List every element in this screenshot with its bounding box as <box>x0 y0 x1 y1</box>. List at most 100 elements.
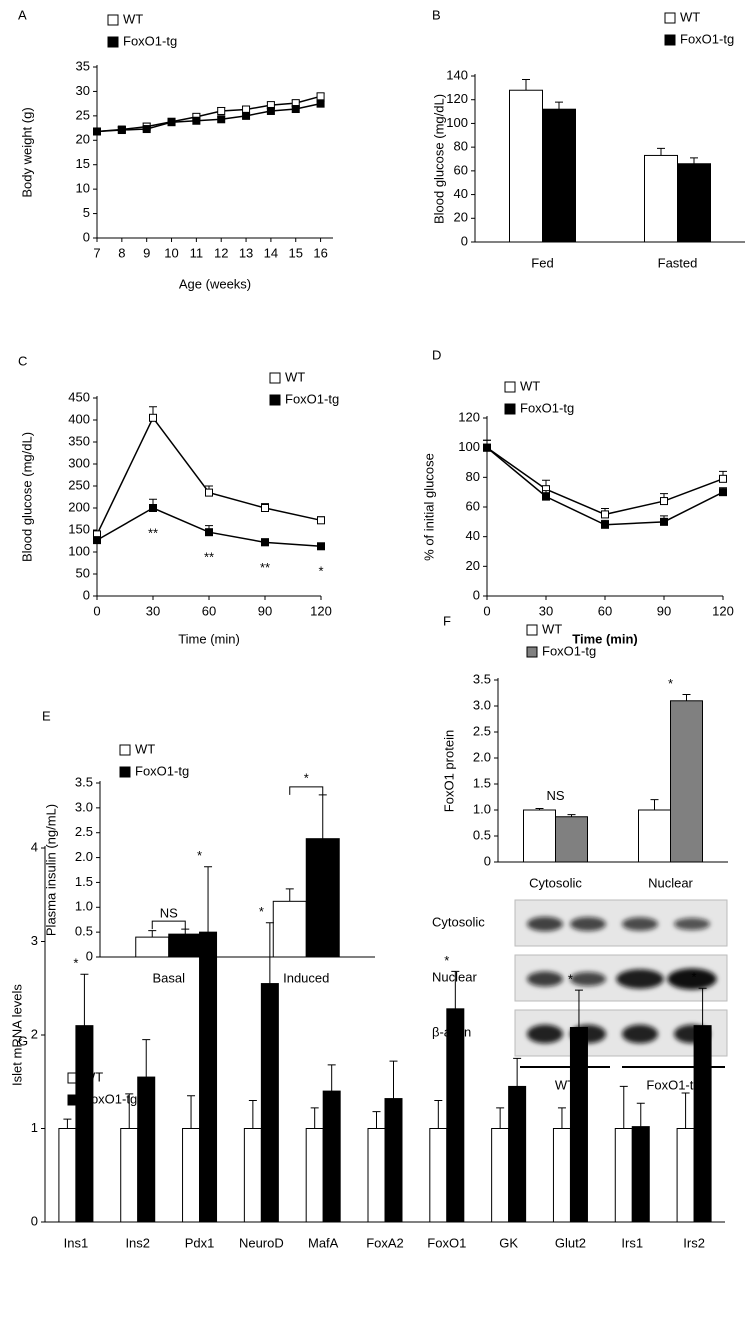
y-tick-label: 60 <box>454 162 468 177</box>
legend-label: WT <box>542 621 562 636</box>
series-line <box>96 95 321 133</box>
blot-row-label: Nuclear <box>432 969 477 984</box>
error-bar <box>636 1102 645 1127</box>
bar <box>137 1076 156 1223</box>
marker <box>317 516 325 525</box>
blot-band <box>570 917 606 931</box>
y-tick-label: 2.5 <box>473 723 491 738</box>
x-tick-label: NeuroD <box>239 1235 284 1250</box>
legend-label: WT <box>285 369 305 384</box>
legend-key <box>526 624 538 636</box>
bar <box>58 1128 77 1223</box>
error-bar <box>690 157 698 164</box>
annotation: NS <box>160 906 178 921</box>
x-tick-label: 8 <box>118 245 125 260</box>
blot-band <box>622 1024 658 1044</box>
annotation: * <box>73 956 78 971</box>
x-axis-label: Age (weeks) <box>179 276 251 291</box>
marker <box>719 488 727 497</box>
x-tick-label: 16 <box>313 245 327 260</box>
bar <box>305 838 340 958</box>
y-tick-label: 0.5 <box>473 827 491 842</box>
x-tick-label: MafA <box>308 1235 339 1250</box>
x-tick-label: 60 <box>598 603 612 618</box>
marker <box>217 106 226 115</box>
error-bar <box>434 1099 443 1129</box>
y-tick-label: 1.0 <box>473 801 491 816</box>
y-tick-label: 1 <box>31 1120 38 1135</box>
error-bar <box>181 928 190 935</box>
panel-label: C <box>18 353 27 368</box>
y-tick-label: 120 <box>446 91 468 106</box>
y-tick-label: 250 <box>68 477 90 492</box>
x-tick-label: FoxO1 <box>427 1235 466 1250</box>
marker <box>167 118 176 127</box>
bar <box>182 1128 201 1223</box>
legend-label: FoxO1-tg <box>520 400 574 415</box>
x-tick-label: Ins2 <box>125 1235 150 1250</box>
marker <box>316 99 325 108</box>
marker <box>93 536 101 545</box>
legend-label: FoxO1-tg <box>680 31 734 46</box>
y-tick-label: 60 <box>466 498 480 513</box>
y-tick-label: 150 <box>68 521 90 536</box>
legend-key <box>269 372 281 384</box>
marker <box>316 92 325 101</box>
y-tick-label: 0 <box>83 587 90 602</box>
bar <box>508 1085 527 1223</box>
y-tick-label: 40 <box>454 186 468 201</box>
bar <box>429 1128 448 1223</box>
error-bar <box>372 1111 381 1129</box>
x-tick-label: 0 <box>93 603 100 618</box>
error-bar <box>285 888 294 902</box>
y-tick-label: 50 <box>76 565 90 580</box>
annotation: * <box>304 770 309 785</box>
x-tick-label: Fed <box>531 255 553 270</box>
series-line <box>486 447 724 516</box>
y-tick-label: 30 <box>76 83 90 98</box>
marker <box>660 497 668 506</box>
marker <box>242 111 251 120</box>
y-tick-label: 3.0 <box>473 697 491 712</box>
bracket <box>151 920 186 930</box>
y-tick-label: 20 <box>454 210 468 225</box>
annotation: ** <box>260 560 270 575</box>
error-bar <box>248 1099 257 1129</box>
bar <box>446 1008 465 1223</box>
annotation: NS <box>546 788 564 803</box>
annotation: ** <box>148 525 158 540</box>
bar <box>243 1128 262 1223</box>
y-tick-label: 120 <box>458 409 480 424</box>
bar <box>676 1128 695 1223</box>
bar <box>523 809 556 863</box>
y-axis-label: Blood glucose (mg/dL) <box>19 432 34 562</box>
error-bar <box>682 694 691 701</box>
bar <box>168 933 203 958</box>
legend-label: WT <box>680 9 700 24</box>
error-bar <box>451 970 460 1009</box>
marker <box>719 474 727 483</box>
y-tick-label: 1.5 <box>75 874 93 889</box>
legend-label: FoxO1-tg <box>285 391 339 406</box>
x-tick-label: GK <box>499 1235 518 1250</box>
y-tick-label: 35 <box>76 58 90 73</box>
marker <box>93 127 101 136</box>
marker <box>217 115 226 124</box>
legend-label: FoxO1-tg <box>542 643 596 658</box>
error-bar <box>496 1107 505 1129</box>
y-tick-label: 20 <box>466 558 480 573</box>
y-tick-label: 3.5 <box>473 671 491 686</box>
x-tick-label: 120 <box>712 603 734 618</box>
error-bar <box>310 1107 319 1129</box>
bracket <box>289 786 324 795</box>
x-tick-label: 10 <box>164 245 178 260</box>
panel-label: F <box>443 613 451 628</box>
x-tick-label: 60 <box>202 603 216 618</box>
y-axis-label: Islet mRNA levels <box>9 984 24 1086</box>
marker <box>117 126 126 135</box>
bar <box>552 1128 571 1223</box>
error-bar <box>265 922 274 984</box>
y-axis-label: Plasma insulin (ng/mL) <box>43 804 58 936</box>
annotation: * <box>444 953 449 968</box>
